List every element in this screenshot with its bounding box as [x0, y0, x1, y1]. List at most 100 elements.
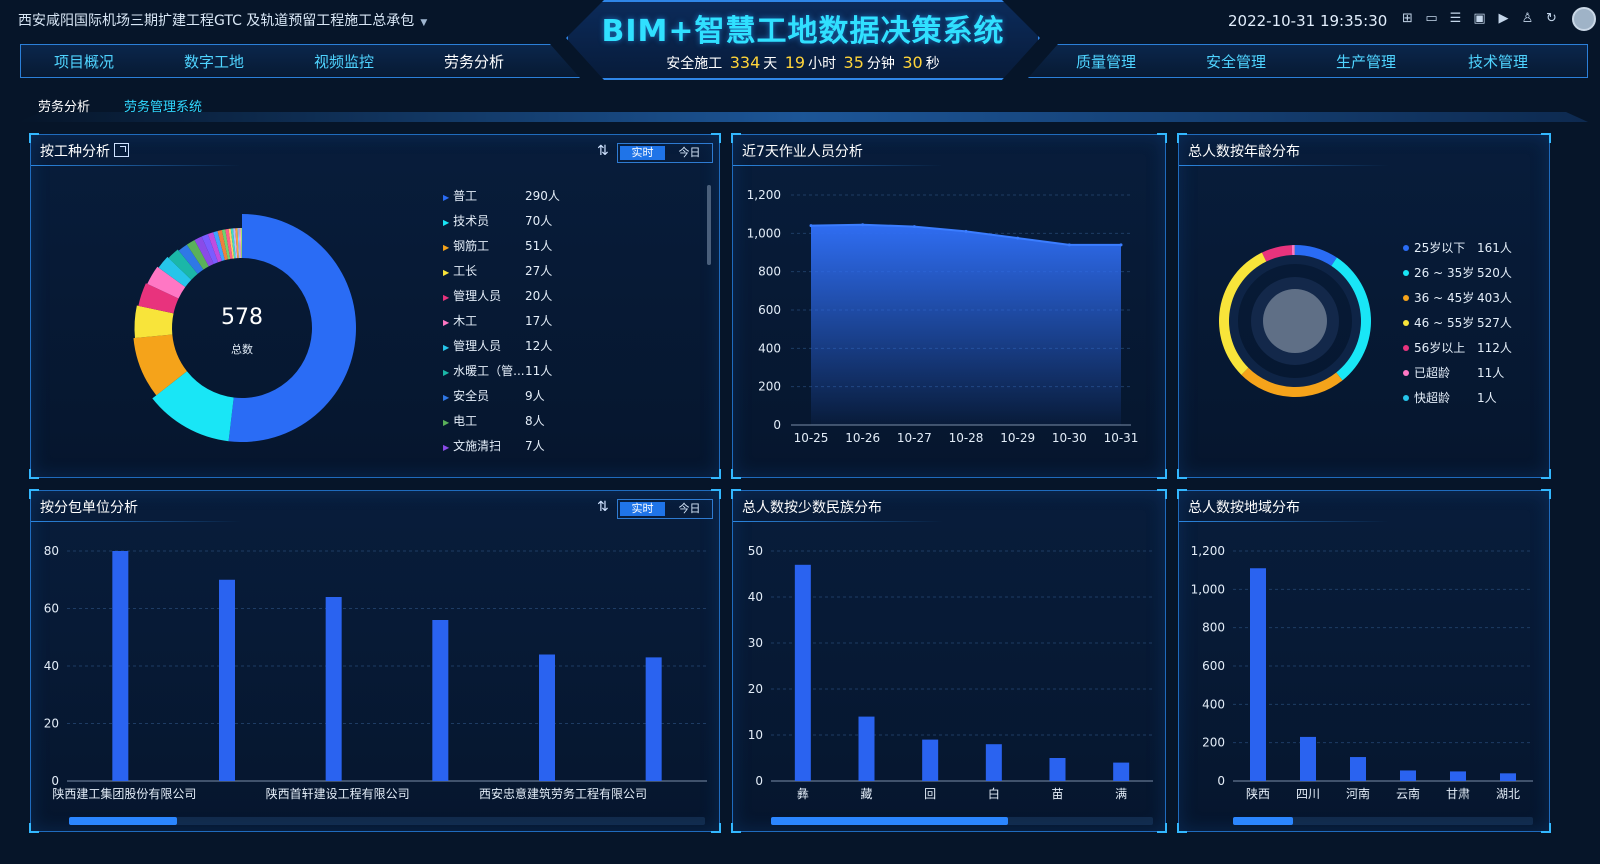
data-point[interactable]	[861, 223, 865, 227]
data-point[interactable]	[912, 225, 916, 229]
age-legend-item[interactable]: 25岁以下 161人	[1403, 239, 1512, 256]
legend-item[interactable]: ▶ 管理人员 20人	[443, 287, 552, 304]
video-icon[interactable]: ▶	[1498, 11, 1509, 26]
toggle-realtime[interactable]: 实时	[620, 502, 665, 516]
nav-item-technology[interactable]: 技术管理	[1467, 53, 1528, 71]
toggle-today[interactable]: 今日	[678, 146, 701, 159]
age-legend-item[interactable]: 已超龄 11人	[1403, 364, 1504, 381]
donut-slice[interactable]	[228, 214, 356, 442]
donut-slice[interactable]	[168, 249, 198, 280]
donut-slice[interactable]	[147, 266, 186, 299]
ring-slice[interactable]	[1331, 257, 1371, 381]
donut-slice[interactable]	[221, 229, 231, 260]
bar[interactable]	[219, 579, 235, 781]
legend-item[interactable]: ▶ 普工 290人	[443, 187, 560, 204]
ring-slice[interactable]	[1291, 245, 1295, 256]
donut-slice[interactable]	[238, 228, 241, 259]
scroll-thumb[interactable]	[1233, 817, 1293, 825]
legend-item[interactable]: ▶ 工长 27人	[443, 262, 552, 279]
age-legend-item[interactable]: 快超龄 1人	[1403, 389, 1497, 406]
data-point[interactable]	[1016, 236, 1020, 240]
nav-item-video-monitor[interactable]: 视频监控	[313, 53, 374, 71]
avatar[interactable]	[1572, 7, 1596, 31]
breadcrumb-item-labor-analysis[interactable]: 劳务分析	[38, 100, 91, 115]
bar[interactable]	[985, 744, 1002, 781]
donut-slice[interactable]	[213, 231, 225, 261]
region-scrollbar[interactable]	[1233, 817, 1533, 825]
legend-scrollbar[interactable]	[707, 185, 711, 265]
legend-item[interactable]: ▶ 文施清扫 7人	[443, 437, 545, 454]
donut-slice[interactable]	[235, 228, 239, 259]
age-legend-item[interactable]: 56岁以上 112人	[1403, 339, 1512, 356]
monitor-icon[interactable]: ▭	[1425, 11, 1438, 26]
ring-slice[interactable]	[1241, 367, 1343, 397]
scroll-thumb[interactable]	[69, 817, 178, 825]
sort-icon[interactable]: ⇅	[597, 499, 609, 515]
toggle-realtime[interactable]: 实时	[620, 146, 665, 160]
bar[interactable]	[922, 739, 939, 781]
donut-slice[interactable]	[194, 236, 214, 267]
donut-slice[interactable]	[237, 228, 240, 259]
donut-slice[interactable]	[201, 234, 219, 264]
time-toggle[interactable]: 实时 今日	[617, 143, 713, 163]
subcontract-scrollbar[interactable]	[69, 817, 705, 825]
bar[interactable]	[645, 657, 662, 781]
data-point[interactable]	[964, 229, 968, 233]
bar[interactable]	[1113, 762, 1130, 781]
legend-item[interactable]: ▶ 水暖工（管... 11人	[443, 362, 552, 379]
donut-slice[interactable]	[134, 305, 174, 338]
ring-slice[interactable]	[1262, 245, 1293, 262]
bar[interactable]	[1300, 736, 1316, 781]
screen-icon[interactable]: ▣	[1473, 11, 1486, 26]
legend-item[interactable]: ▶ 技术员 70人	[443, 212, 552, 229]
legend-item[interactable]: ▶ 电工 8人	[443, 412, 545, 429]
donut-slice[interactable]	[133, 334, 187, 396]
donut-slice[interactable]	[138, 283, 179, 314]
list-icon[interactable]: ☰	[1449, 11, 1462, 26]
bar[interactable]	[112, 551, 129, 781]
data-point[interactable]	[1119, 243, 1123, 247]
donut-slice[interactable]	[230, 228, 236, 259]
shirt-icon[interactable]: ♙	[1521, 11, 1534, 26]
project-selector[interactable]: 西安咸阳国际机场三期扩建工程GTC 及轨道预留工程施工总承包 ▼	[18, 10, 427, 30]
bar[interactable]	[794, 564, 811, 781]
bar[interactable]	[539, 654, 555, 782]
age-legend-item[interactable]: 26 ~ 35岁 520人	[1403, 264, 1512, 281]
breadcrumb-item-labor-system[interactable]: 劳务管理系统	[124, 100, 203, 115]
time-toggle[interactable]: 实时 今日	[617, 499, 713, 519]
ethnic-scrollbar[interactable]	[771, 817, 1153, 825]
donut-slice[interactable]	[152, 371, 234, 442]
donut-slice[interactable]	[225, 228, 233, 259]
refresh-icon[interactable]: ↻	[1546, 11, 1557, 26]
age-legend-item[interactable]: 36 ~ 45岁 403人	[1403, 289, 1512, 306]
donut-slice[interactable]	[228, 228, 235, 259]
nav-item-digital-site[interactable]: 数字工地	[183, 53, 244, 71]
legend-item[interactable]: ▶ 木工 17人	[443, 312, 552, 329]
legend-item[interactable]: ▶ 钢筋工 51人	[443, 237, 552, 254]
nav-item-project-overview[interactable]: 项目概况	[53, 53, 114, 71]
bar[interactable]	[325, 597, 342, 781]
data-point[interactable]	[809, 224, 813, 228]
sort-icon[interactable]: ⇅	[597, 143, 609, 159]
donut-slice[interactable]	[158, 256, 192, 287]
donut-slice[interactable]	[178, 244, 204, 274]
bar[interactable]	[432, 620, 449, 781]
legend-item[interactable]: ▶ 管理人员 12人	[443, 337, 552, 354]
ring-slice[interactable]	[1295, 245, 1337, 266]
donut-slice[interactable]	[239, 228, 242, 259]
expand-icon[interactable]	[114, 143, 129, 157]
donut-slice[interactable]	[186, 239, 209, 270]
nav-item-production[interactable]: 生产管理	[1335, 53, 1396, 71]
bar[interactable]	[1049, 758, 1066, 781]
bar[interactable]	[1400, 770, 1416, 781]
legend-item[interactable]: ▶ 安全员 9人	[443, 387, 545, 404]
nav-item-safety[interactable]: 安全管理	[1205, 53, 1266, 71]
ring-slice[interactable]	[1219, 252, 1267, 375]
nav-item-quality[interactable]: 质量管理	[1075, 53, 1136, 71]
donut-slice[interactable]	[217, 230, 228, 261]
grid-icon[interactable]: ⊞	[1402, 11, 1413, 26]
bar[interactable]	[1500, 773, 1516, 781]
bar[interactable]	[1350, 757, 1366, 781]
data-point[interactable]	[1067, 243, 1071, 247]
donut-slice[interactable]	[233, 228, 238, 259]
